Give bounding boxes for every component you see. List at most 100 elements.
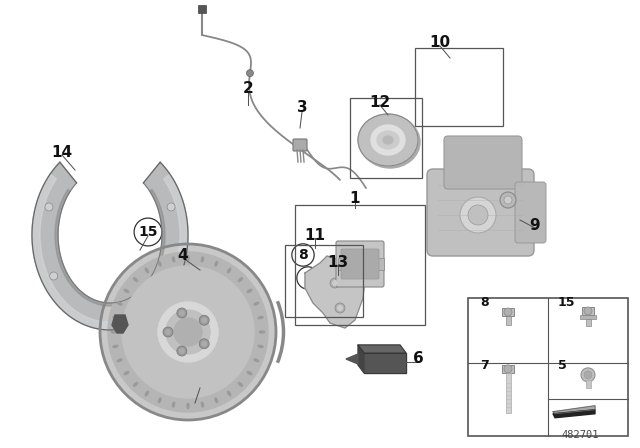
Ellipse shape (239, 383, 242, 386)
Bar (502, 308, 514, 316)
Ellipse shape (187, 255, 189, 260)
Bar (586, 319, 591, 326)
Ellipse shape (117, 359, 122, 362)
Circle shape (335, 303, 345, 313)
Circle shape (177, 346, 187, 356)
Circle shape (179, 348, 185, 354)
FancyBboxPatch shape (444, 136, 522, 189)
Ellipse shape (117, 302, 122, 305)
Ellipse shape (158, 398, 161, 403)
Bar (502, 365, 514, 373)
Circle shape (201, 317, 207, 323)
Ellipse shape (227, 392, 231, 396)
Bar (350, 98, 422, 178)
Circle shape (460, 197, 496, 233)
Polygon shape (32, 162, 188, 330)
Circle shape (179, 310, 185, 316)
Ellipse shape (377, 131, 399, 149)
Circle shape (108, 252, 268, 412)
Circle shape (584, 307, 592, 315)
Bar (295, 205, 425, 325)
Circle shape (199, 315, 209, 325)
Ellipse shape (371, 125, 405, 155)
Text: 11: 11 (305, 228, 326, 242)
Circle shape (165, 329, 171, 335)
Circle shape (199, 339, 209, 349)
Ellipse shape (239, 278, 242, 282)
Bar (338, 258, 344, 270)
Text: 8: 8 (298, 248, 308, 262)
Circle shape (122, 266, 254, 398)
Circle shape (504, 196, 512, 204)
Text: 5: 5 (190, 393, 200, 407)
Bar (378, 258, 384, 270)
Text: 13: 13 (328, 254, 349, 270)
Polygon shape (358, 345, 364, 373)
Circle shape (468, 205, 488, 225)
Polygon shape (346, 354, 358, 364)
Circle shape (166, 310, 210, 354)
FancyBboxPatch shape (427, 169, 534, 256)
Ellipse shape (158, 261, 161, 266)
Text: 15: 15 (558, 296, 575, 309)
Ellipse shape (145, 268, 148, 273)
Text: 6: 6 (413, 350, 424, 366)
Circle shape (337, 305, 343, 311)
Ellipse shape (254, 359, 259, 362)
Text: 7: 7 (480, 359, 489, 372)
Text: 14: 14 (51, 145, 72, 159)
Ellipse shape (172, 402, 175, 407)
Ellipse shape (215, 398, 218, 403)
Polygon shape (358, 345, 406, 353)
Ellipse shape (202, 257, 204, 262)
Circle shape (177, 308, 187, 318)
Ellipse shape (360, 116, 420, 168)
Circle shape (246, 69, 253, 77)
Ellipse shape (258, 316, 263, 319)
Ellipse shape (259, 331, 264, 333)
Circle shape (504, 365, 512, 373)
Ellipse shape (134, 383, 138, 386)
Ellipse shape (124, 371, 129, 375)
Ellipse shape (227, 268, 231, 273)
Circle shape (201, 341, 207, 347)
Ellipse shape (383, 136, 393, 144)
Text: 15: 15 (138, 225, 157, 239)
Circle shape (332, 280, 338, 286)
Text: 10: 10 (429, 34, 451, 49)
FancyBboxPatch shape (515, 182, 546, 243)
Text: 482701: 482701 (561, 430, 599, 440)
Bar (580, 315, 596, 319)
Text: 7: 7 (303, 271, 313, 285)
Circle shape (330, 278, 340, 288)
Polygon shape (305, 256, 365, 328)
Text: 8: 8 (480, 296, 488, 309)
Text: 9: 9 (530, 217, 540, 233)
Text: 3: 3 (297, 99, 307, 115)
Bar (468, 298, 628, 436)
Ellipse shape (111, 331, 116, 333)
Polygon shape (553, 410, 595, 418)
Ellipse shape (124, 289, 129, 293)
Bar (415, 48, 503, 126)
Circle shape (163, 327, 173, 337)
FancyBboxPatch shape (341, 249, 379, 279)
Circle shape (100, 244, 276, 420)
FancyBboxPatch shape (293, 139, 307, 151)
Bar (586, 380, 591, 388)
Polygon shape (364, 353, 406, 373)
Circle shape (50, 272, 58, 280)
Polygon shape (32, 174, 188, 330)
Circle shape (500, 192, 516, 208)
Ellipse shape (258, 345, 263, 348)
Circle shape (158, 302, 218, 362)
Text: 5: 5 (558, 359, 567, 372)
Circle shape (504, 308, 512, 316)
Bar (582, 307, 594, 315)
Polygon shape (553, 406, 595, 414)
Ellipse shape (215, 261, 218, 266)
Circle shape (45, 203, 53, 211)
Ellipse shape (113, 345, 118, 348)
Text: 1: 1 (349, 190, 360, 206)
Ellipse shape (145, 392, 148, 396)
